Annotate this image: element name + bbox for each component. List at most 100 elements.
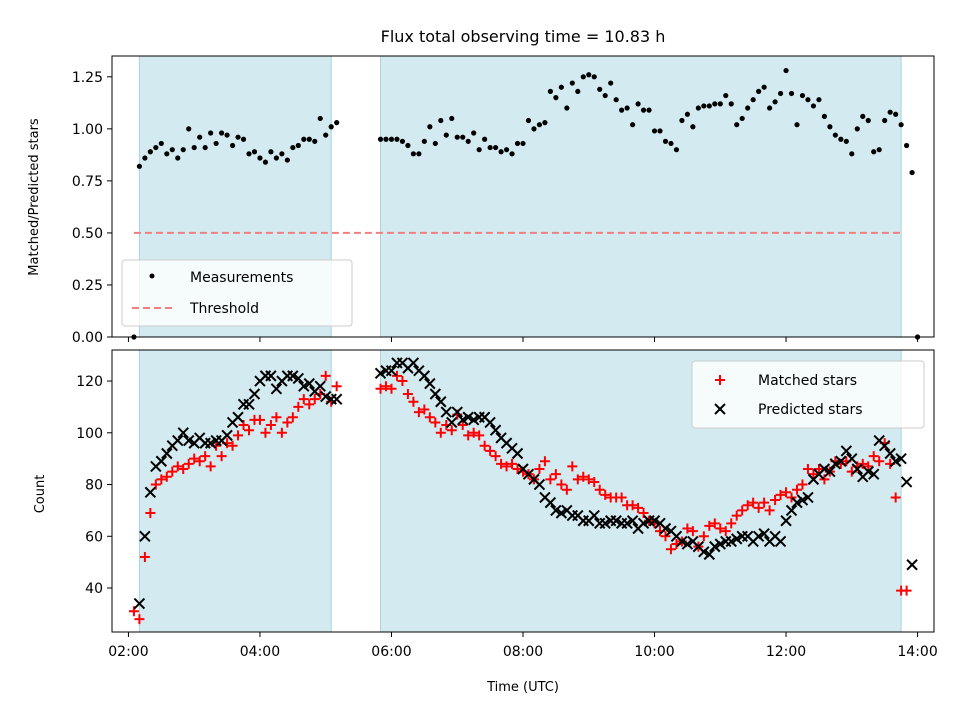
- measurement-point: [761, 84, 767, 90]
- matched-star-point: [331, 381, 342, 392]
- measurement-point: [767, 105, 773, 111]
- predicted-star-point: [868, 468, 880, 480]
- bottom-observing-window-1: [138, 349, 332, 633]
- measurement-point: [635, 101, 641, 107]
- matched-star-point: [271, 412, 282, 423]
- measurement-point: [827, 124, 833, 130]
- measurement-point: [383, 136, 389, 142]
- bottom-y-axis-label: Count: [33, 475, 48, 514]
- measurement-point: [701, 103, 707, 109]
- measurement-point: [158, 140, 164, 147]
- predicted-star-point: [248, 388, 261, 400]
- measurement-point: [251, 149, 258, 155]
- matched-star-point: [583, 474, 594, 485]
- predicted-star-point: [385, 364, 398, 377]
- measurement-point: [525, 117, 532, 124]
- bottom-panel: 40 60 80 100 120 02:00 04:00 06:00 08:00 10:00 12…: [76, 349, 938, 660]
- bottom-y-tick-label: 100: [76, 426, 103, 442]
- measurement-point: [904, 142, 910, 149]
- matched-star-point: [550, 469, 561, 480]
- matched-star-point: [890, 492, 901, 503]
- matched-star-point: [172, 461, 183, 472]
- predicted-star-point: [292, 372, 305, 385]
- matched-star-point: [633, 502, 644, 513]
- predicted-star-point: [407, 357, 420, 369]
- measurement-point: [575, 88, 581, 94]
- matched-star-point: [720, 526, 731, 537]
- matched-star-point: [391, 370, 402, 381]
- matched-star-point: [413, 407, 424, 418]
- measurement-point: [136, 163, 142, 169]
- legend-predicted-label: Predicted stars: [758, 402, 863, 418]
- measurement-point: [388, 136, 395, 142]
- measurement-point: [410, 151, 416, 157]
- measurement-point: [613, 97, 619, 103]
- legend-threshold-label: Threshold: [189, 301, 259, 317]
- predicted-star-point: [785, 504, 798, 517]
- matched-star-point: [660, 531, 671, 542]
- matched-star-point: [600, 489, 611, 500]
- legend-measurements-label: Measurements: [190, 270, 293, 286]
- matched-star-point: [715, 523, 726, 534]
- measurement-point: [394, 136, 400, 142]
- measurement-point: [723, 92, 729, 99]
- matched-star-point: [578, 471, 589, 482]
- predicted-star-point: [544, 496, 557, 509]
- x-tick-label: 02:00: [108, 644, 148, 660]
- matched-star-point: [298, 394, 309, 405]
- predicted-star-point: [588, 509, 600, 522]
- bottom-legend: Matched stars Predicted stars: [691, 360, 925, 429]
- matched-star-point: [435, 427, 446, 438]
- measurement-point: [202, 144, 208, 151]
- bottom-x-axis: 02:00 04:00 06:00 08:00 10:00 12:00 14:00: [108, 632, 938, 660]
- matched-star-point: [276, 427, 287, 438]
- predicted-star-point: [824, 465, 836, 478]
- predicted-star-point: [139, 530, 151, 542]
- matched-star-point: [468, 427, 479, 438]
- matched-star-point: [737, 505, 748, 516]
- top-chart-title: Flux total observing time = 10.83 h: [381, 27, 666, 46]
- matched-star-point: [134, 614, 145, 625]
- measurement-point: [750, 97, 756, 103]
- bottom-y-axis: 40 60 80 100 120: [76, 374, 112, 597]
- measurement-point: [712, 101, 718, 107]
- top-x-ticks: [127, 337, 919, 342]
- measurement-point: [290, 144, 296, 151]
- measurement-point: [843, 138, 849, 144]
- top-legend-box: [121, 259, 353, 327]
- bottom-y-tick-label: 80: [85, 478, 103, 494]
- measurement-point: [465, 138, 471, 144]
- measurement-point: [471, 130, 477, 136]
- predicted-star-point: [177, 427, 189, 439]
- matched-star-point: [567, 461, 578, 472]
- matched-star-point: [616, 492, 627, 503]
- measurement-point: [219, 130, 225, 136]
- matched-star-point: [742, 500, 753, 511]
- predicted-star-point: [424, 377, 436, 390]
- predicted-star-point: [626, 515, 639, 527]
- top-y-tick-label: 0.00: [72, 330, 103, 346]
- measurement-point: [794, 122, 800, 128]
- predicted-star-point: [835, 455, 847, 467]
- measurement-point: [597, 86, 603, 92]
- measurement-point: [295, 142, 301, 149]
- measurement-point: [756, 88, 762, 94]
- measurement-point: [460, 134, 466, 140]
- matched-star-point: [244, 425, 254, 436]
- matched-star-point: [545, 474, 556, 485]
- measurement-point: [684, 111, 691, 117]
- measurement-point: [865, 117, 871, 124]
- measurement-point: [377, 136, 384, 142]
- matched-star-point: [309, 394, 320, 405]
- matched-star-point: [781, 487, 792, 498]
- matched-star-point: [265, 420, 276, 431]
- measurement-point: [602, 92, 608, 99]
- measurement-point: [772, 99, 778, 105]
- predicted-star-point: [484, 416, 496, 429]
- measurement-point: [805, 97, 811, 103]
- measurement-point: [695, 105, 701, 111]
- predicted-star-point: [303, 377, 315, 390]
- measurement-point: [147, 149, 153, 155]
- measurement-point: [262, 159, 269, 165]
- top-y-tick-label: 0.25: [72, 278, 103, 294]
